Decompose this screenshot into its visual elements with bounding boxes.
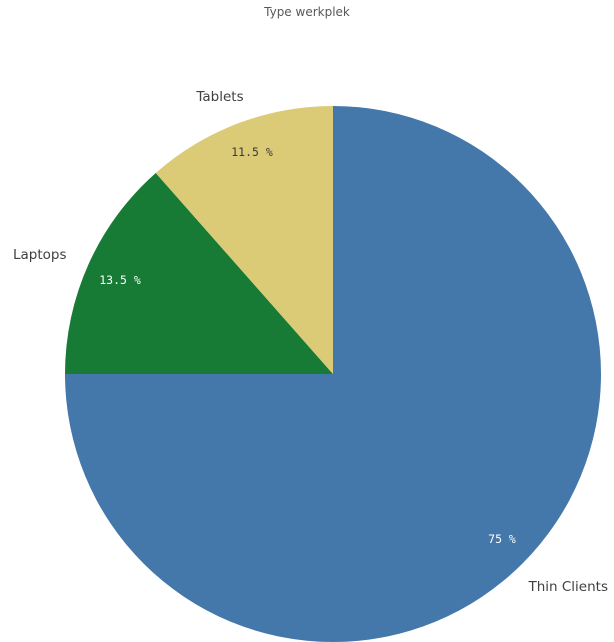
category-label-tablets: Tablets	[195, 89, 243, 105]
value-label-laptops: 13.5 %	[99, 273, 141, 287]
chart-title: Type werkplek	[264, 5, 350, 19]
pie-category-labels: Thin Clients Laptops Tablets	[13, 89, 608, 595]
category-label-thin-clients: Thin Clients	[527, 579, 608, 595]
pie-slices	[65, 106, 601, 642]
pie-slice-laptops[interactable]	[65, 172, 333, 374]
pie-slice-tablets[interactable]	[155, 106, 333, 374]
value-label-tablets: 11.5 %	[231, 145, 273, 159]
category-label-laptops: Laptops	[13, 247, 67, 263]
pie-value-labels: 75 % 13.5 % 11.5 %	[99, 145, 516, 546]
value-label-thin-clients: 75 %	[488, 532, 516, 546]
